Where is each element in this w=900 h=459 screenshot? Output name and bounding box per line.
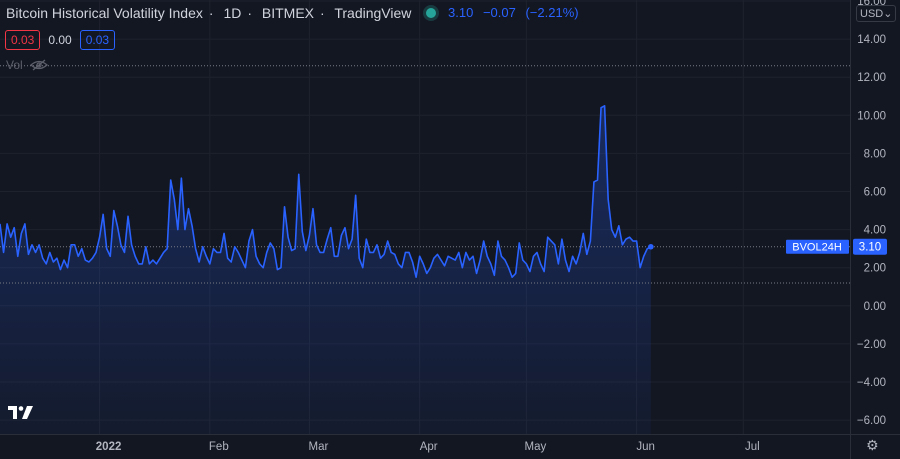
- price-label-value: 3.10: [859, 242, 881, 254]
- y-tick-label: 8.00: [864, 148, 886, 160]
- series-line: [0, 104, 652, 279]
- change-value: −0.07: [482, 5, 516, 20]
- settings-gear-icon[interactable]: ⚙: [866, 437, 879, 453]
- y-tick-label: −4.00: [857, 377, 886, 389]
- interval-label: 1D: [223, 5, 242, 21]
- x-tick-label: Feb: [209, 441, 229, 453]
- x-tick-label: Apr: [420, 441, 438, 453]
- x-tick-label: Jul: [745, 441, 760, 453]
- price-label-symbol: BVOL24H: [792, 242, 842, 254]
- volume-label: Vol: [6, 58, 23, 72]
- order-boxes: 0.03 0.00 0.03: [5, 30, 121, 50]
- change-percent: (−2.21%): [525, 5, 579, 20]
- y-tick-label: 12.00: [857, 72, 886, 84]
- symbol-name: Bitcoin Historical Volatility Index: [6, 5, 203, 21]
- y-tick-label: 14.00: [857, 34, 886, 46]
- y-tick-label: 0.00: [864, 301, 886, 313]
- currency-button[interactable]: USD⌄: [856, 5, 897, 22]
- y-tick-label: 10.00: [857, 110, 886, 122]
- volume-legend[interactable]: Vol: [6, 58, 49, 72]
- price-label-value-box: [853, 238, 887, 255]
- buy-button[interactable]: 0.03: [79, 30, 116, 50]
- chevron-down-icon: ⌄: [883, 8, 893, 20]
- spread-value: 0.00: [48, 33, 72, 47]
- market-status-icon: [426, 8, 436, 18]
- x-tick-label: Jun: [636, 441, 655, 453]
- x-tick-label: May: [524, 441, 546, 453]
- x-tick-label: 2022: [96, 441, 122, 453]
- last-point-marker: [648, 243, 654, 250]
- symbol-header[interactable]: Bitcoin Historical Volatility Index · 1D ·…: [6, 5, 412, 21]
- price-label-symbol-box: [786, 239, 849, 254]
- eye-hidden-icon[interactable]: [30, 59, 49, 71]
- y-tick-label: −2.00: [857, 339, 886, 351]
- source-label: TradingView: [334, 5, 412, 21]
- x-tick-label: Mar: [309, 441, 329, 453]
- y-tick-label: 16.00: [857, 0, 886, 8]
- last-value: 3.10: [448, 5, 474, 20]
- quote-readout: 3.10 −0.07 (−2.21%): [426, 5, 585, 20]
- series-area: [0, 105, 651, 434]
- y-tick-label: 6.00: [864, 187, 886, 199]
- y-tick-label: −6.00: [857, 415, 886, 427]
- exchange-label: BITMEX: [261, 5, 315, 21]
- sell-button[interactable]: 0.03: [5, 30, 41, 50]
- y-tick-label: 2.00: [864, 263, 886, 275]
- y-tick-label: 4.00: [864, 225, 886, 237]
- currency-label: USD: [860, 8, 884, 20]
- tradingview-logo-icon[interactable]: [8, 404, 34, 420]
